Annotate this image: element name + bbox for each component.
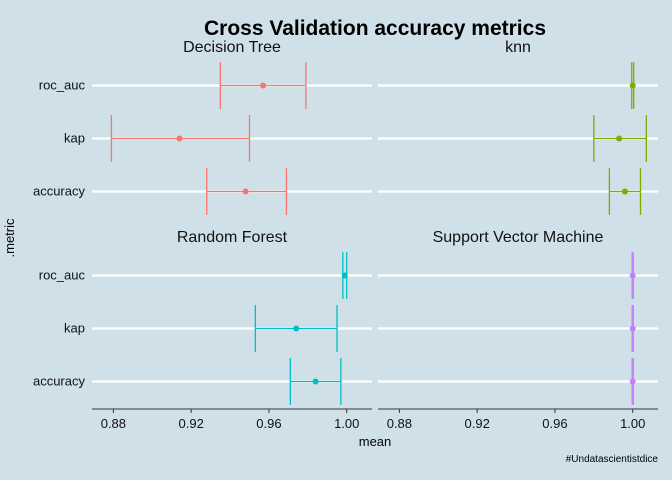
panel-support-vector-machine: Support Vector Machine 0.88 0.92 0.96 1.00 xyxy=(378,229,658,431)
y-tick-label: roc_auc xyxy=(39,78,86,93)
data-point-accuracy xyxy=(312,378,319,385)
panel-decision-tree: Decision Tree accuracy kap roc_auc xyxy=(33,39,372,215)
data-point-accuracy xyxy=(621,188,628,195)
x-tick-label: 0.96 xyxy=(542,416,567,431)
x-tick-label: 0.88 xyxy=(101,416,126,431)
data-point-accuracy xyxy=(629,378,636,385)
x-tick-label: 1.00 xyxy=(334,416,359,431)
data-point-accuracy xyxy=(242,188,249,195)
panel-random-forest: Random Forest accuracy kap roc_auc 0.88 0.92 0… xyxy=(33,229,372,431)
data-point-kap xyxy=(629,325,636,332)
x-tick-label: 1.00 xyxy=(620,416,645,431)
data-point-kap xyxy=(176,135,183,142)
panel-title: Random Forest xyxy=(177,229,288,246)
panel-knn: knn xyxy=(378,39,658,215)
y-tick-label: kap xyxy=(64,321,85,336)
y-tick-label: roc_auc xyxy=(39,268,86,283)
x-tick-label: 0.92 xyxy=(179,416,204,431)
data-point-roc_auc xyxy=(629,82,636,89)
data-point-roc_auc xyxy=(260,82,267,89)
y-tick-label: accuracy xyxy=(33,184,86,199)
y-tick-label: kap xyxy=(64,131,85,146)
data-point-roc_auc xyxy=(341,272,348,279)
y-axis-label: .metric xyxy=(2,218,17,258)
y-tick-label: accuracy xyxy=(33,374,86,389)
data-point-roc_auc xyxy=(629,272,636,279)
x-axis-label: mean xyxy=(359,434,392,449)
caption: #Undatascientistdice xyxy=(566,454,659,465)
panel-title: knn xyxy=(505,39,531,56)
data-point-kap xyxy=(616,135,623,142)
chart-title: Cross Validation accuracy metrics xyxy=(204,17,546,40)
panel-title: Support Vector Machine xyxy=(433,229,604,246)
data-point-kap xyxy=(293,325,300,332)
panel-title: Decision Tree xyxy=(183,39,281,56)
x-tick-label: 0.88 xyxy=(387,416,412,431)
panels-layer: Decision Tree accuracy kap roc_auc knn Random… xyxy=(33,39,658,431)
x-tick-label: 0.92 xyxy=(465,416,490,431)
x-tick-label: 0.96 xyxy=(256,416,281,431)
